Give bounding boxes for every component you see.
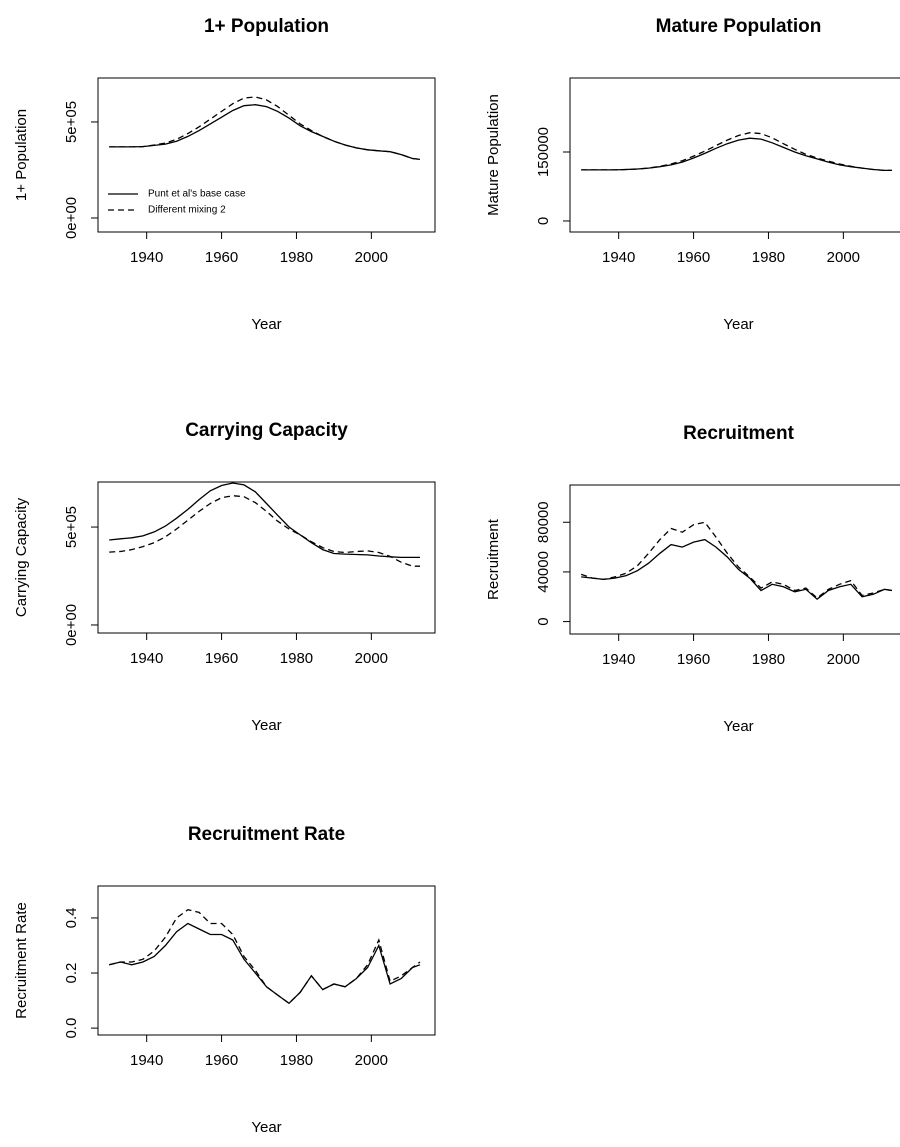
chart-title: Recruitment Rate [188,824,345,845]
data-line [581,132,892,172]
x-axis-label: Year [251,1119,281,1136]
x-axis-label: Year [251,316,281,333]
data-line [580,521,893,599]
chart-title: Recruitment [683,423,795,444]
y-tick-label: 0e+00 [63,604,80,646]
plot-box [569,484,900,635]
plot-box [97,885,436,1036]
y-tick-label: 0 [535,217,552,225]
chart-title: 1+ Population [204,16,329,37]
y-axis-label: Mature Population [485,94,502,216]
y-tick-label: 150000 [535,127,552,177]
data-line [109,922,421,1005]
data-line [581,137,892,172]
chart-title: Mature Population [656,16,822,37]
panel: 1+ Population Year 1+ Population 1940 1960 19… [13,16,436,333]
data-line [109,104,421,161]
x-tick-label: 1940 [130,1052,163,1069]
y-axis-label: Recruitment [485,518,502,600]
y-tick-label: 0.2 [63,963,80,984]
chart-title: Carrying Capacity [185,420,348,441]
y-tick-label: 0.4 [63,908,80,929]
y-tick-label: 5e+05 [63,101,80,143]
data-line [109,908,421,1005]
legend-label: Different mixing 2 [148,205,226,216]
y-tick-label: 5e+05 [63,506,80,548]
y-axis-label: Carrying Capacity [13,497,30,617]
plot-box [97,481,436,634]
panel: Recruitment Year Recruitment 1940 1960 1980 20… [485,423,900,735]
x-tick-label: 1980 [752,249,785,266]
x-tick-label: 1960 [677,249,710,266]
x-tick-label: 1940 [130,249,163,266]
panel: Mature Population Year Mature Population 19… [485,16,900,333]
x-axis-label: Year [251,717,281,734]
x-tick-label: 1940 [130,650,163,667]
y-tick-label: 0 [535,617,552,625]
x-tick-label: 2000 [827,249,860,266]
y-tick-label: 40000 [535,551,552,593]
legend-label: Punt et al's base case [148,189,246,200]
x-tick-label: 2000 [355,1052,388,1069]
y-tick-label: 0.0 [63,1018,80,1039]
panel: Carrying Capacity Year Carrying Capacity 19… [13,420,436,734]
x-tick-label: 2000 [827,651,860,668]
x-tick-label: 1960 [205,1052,238,1069]
y-tick-label: 80000 [535,501,552,543]
y-axis-label: 1+ Population [13,109,30,201]
panel: Recruitment Rate Year Recruitment Rate 1940… [13,824,436,1136]
data-line [109,495,420,567]
x-tick-label: 1960 [677,651,710,668]
y-axis-label: Recruitment Rate [13,902,30,1019]
x-tick-label: 1960 [205,650,238,667]
y-tick-label: 0e+00 [63,197,80,239]
data-line [109,482,420,559]
data-line [109,96,421,161]
x-axis-label: Year [723,316,753,333]
x-tick-label: 1960 [205,249,238,266]
x-tick-label: 2000 [355,249,388,266]
plot-box [97,77,436,233]
x-tick-label: 2000 [355,650,388,667]
x-axis-label: Year [723,718,753,735]
x-tick-label: 1980 [280,1052,313,1069]
x-tick-label: 1940 [602,249,635,266]
plot-box [569,77,900,233]
data-line [581,538,893,601]
x-tick-label: 1980 [752,651,785,668]
x-tick-label: 1940 [602,651,635,668]
x-tick-label: 1980 [280,249,313,266]
x-tick-label: 1980 [280,650,313,667]
